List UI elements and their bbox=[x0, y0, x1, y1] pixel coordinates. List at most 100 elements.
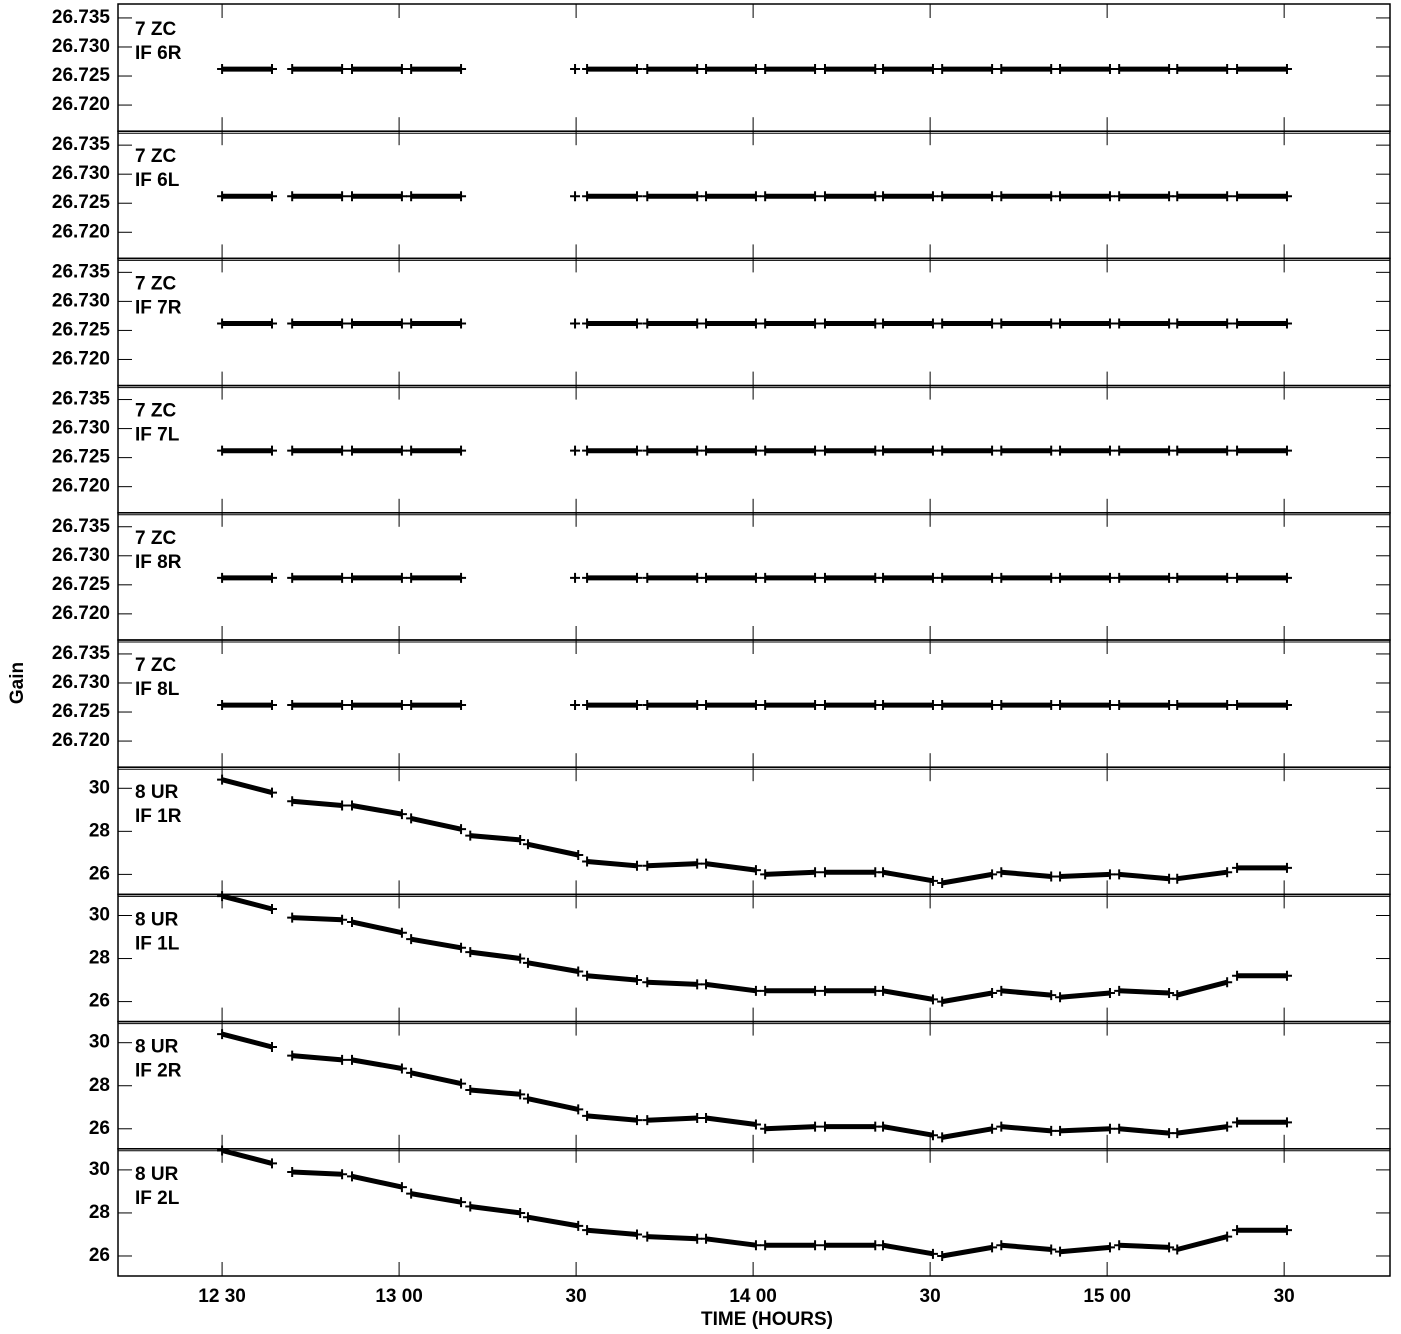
data-point bbox=[396, 445, 407, 456]
data-point bbox=[347, 700, 358, 711]
data-point bbox=[1046, 191, 1057, 202]
y-tick-label: 26.730 bbox=[52, 418, 110, 439]
data-point bbox=[1055, 445, 1066, 456]
data-point bbox=[750, 985, 761, 996]
data-point bbox=[878, 64, 889, 75]
data-point bbox=[631, 1229, 642, 1240]
data-point bbox=[631, 975, 642, 986]
data-point bbox=[937, 996, 948, 1007]
data-point bbox=[217, 700, 228, 711]
data-point bbox=[1172, 700, 1183, 711]
data-point bbox=[287, 912, 298, 923]
data-point bbox=[1281, 1117, 1292, 1128]
y-tick-label: 26.730 bbox=[52, 290, 110, 311]
data-point bbox=[456, 1197, 467, 1208]
data-point bbox=[642, 191, 653, 202]
data-point bbox=[217, 445, 228, 456]
data-point bbox=[987, 572, 998, 583]
data-point bbox=[692, 572, 703, 583]
panel-label: IF 7L bbox=[135, 425, 180, 446]
data-point bbox=[266, 1042, 277, 1052]
data-point bbox=[1172, 318, 1183, 329]
y-tick-label: 26.720 bbox=[52, 730, 110, 751]
data-point bbox=[1055, 1125, 1066, 1136]
data-point bbox=[692, 445, 703, 456]
data-point bbox=[819, 572, 830, 583]
data-point bbox=[1172, 445, 1183, 456]
data-point bbox=[347, 1171, 358, 1182]
data-point bbox=[692, 64, 703, 75]
data-point bbox=[1281, 318, 1292, 329]
data-point bbox=[1055, 700, 1066, 711]
data-point bbox=[465, 1201, 476, 1212]
y-tick-label: 26 bbox=[89, 1245, 110, 1266]
x-tick-label: 30 bbox=[1274, 1286, 1295, 1307]
panel-source: 7 ZC bbox=[135, 273, 176, 294]
y-axis-label: Gain bbox=[7, 662, 28, 704]
data-point bbox=[750, 1240, 761, 1251]
data-point bbox=[396, 1182, 407, 1193]
data-trace bbox=[221, 777, 1287, 886]
data-point bbox=[1114, 985, 1125, 996]
data-point bbox=[878, 867, 889, 878]
data-point bbox=[1114, 869, 1125, 880]
data-point bbox=[701, 445, 712, 456]
y-tick-label: 26.720 bbox=[52, 94, 110, 115]
panel-label: IF 2R bbox=[135, 1061, 182, 1082]
x-tick-label: 15 00 bbox=[1083, 1286, 1131, 1307]
data-point bbox=[810, 700, 821, 711]
data-point bbox=[760, 1123, 771, 1134]
data-point bbox=[987, 987, 998, 998]
data-point bbox=[266, 191, 277, 202]
data-point bbox=[1114, 64, 1125, 75]
data-point bbox=[927, 1248, 938, 1259]
data-point bbox=[406, 318, 417, 329]
y-tick-label: 26.725 bbox=[52, 701, 111, 722]
data-point bbox=[347, 572, 358, 583]
data-point bbox=[456, 1078, 467, 1089]
data-point bbox=[1172, 191, 1183, 202]
y-tick-label: 26.730 bbox=[52, 163, 110, 184]
data-point bbox=[337, 572, 348, 583]
y-tick-label: 26.725 bbox=[52, 319, 111, 340]
data-point bbox=[337, 318, 348, 329]
y-tick-label: 28 bbox=[89, 820, 110, 841]
data-point bbox=[570, 64, 581, 75]
data-point bbox=[810, 985, 821, 996]
data-point bbox=[760, 700, 771, 711]
data-point bbox=[701, 700, 712, 711]
data-point bbox=[347, 64, 358, 75]
data-point bbox=[347, 191, 358, 202]
data-point bbox=[1046, 445, 1057, 456]
data-point bbox=[996, 64, 1007, 75]
data-point bbox=[819, 700, 830, 711]
data-point bbox=[1172, 1244, 1183, 1255]
data-point bbox=[456, 824, 467, 835]
data-point bbox=[937, 318, 948, 329]
data-point bbox=[987, 1242, 998, 1253]
data-point bbox=[582, 856, 593, 867]
data-point bbox=[878, 985, 889, 996]
data-point bbox=[937, 572, 948, 583]
y-tick-label: 26.735 bbox=[52, 516, 111, 537]
data-point bbox=[819, 1240, 830, 1251]
data-point bbox=[631, 191, 642, 202]
data-point bbox=[996, 700, 1007, 711]
data-point bbox=[396, 64, 407, 75]
data-point bbox=[810, 1121, 821, 1132]
data-point bbox=[515, 953, 526, 964]
y-tick-label: 26.735 bbox=[52, 389, 111, 410]
data-point bbox=[927, 875, 938, 886]
data-point bbox=[996, 445, 1007, 456]
data-point bbox=[937, 1250, 948, 1261]
data-point bbox=[937, 1132, 948, 1143]
data-point bbox=[878, 191, 889, 202]
data-point bbox=[642, 700, 653, 711]
data-point bbox=[1046, 871, 1057, 882]
data-point bbox=[570, 191, 581, 202]
data-point bbox=[1046, 700, 1057, 711]
data-point bbox=[631, 572, 642, 583]
data-point bbox=[1055, 1246, 1066, 1257]
data-point bbox=[337, 800, 348, 811]
